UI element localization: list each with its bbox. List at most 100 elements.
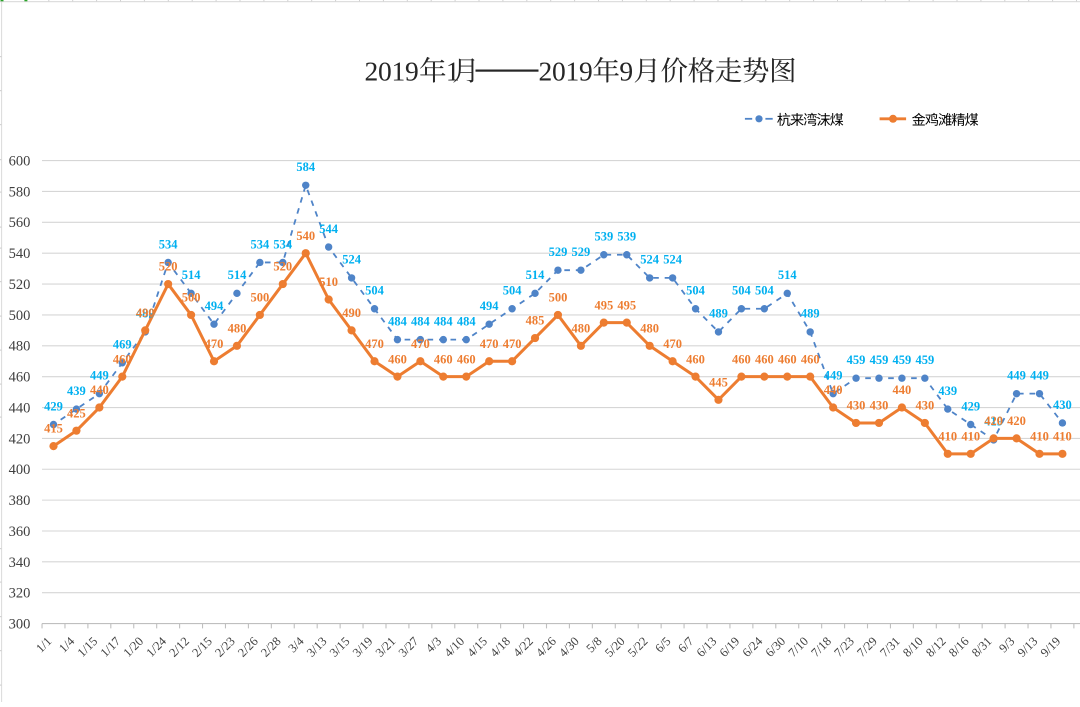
svg-text:430: 430 — [1053, 398, 1072, 412]
svg-text:480: 480 — [572, 321, 591, 335]
svg-text:500: 500 — [549, 291, 568, 305]
svg-text:459: 459 — [893, 353, 912, 367]
svg-text:460: 460 — [9, 370, 31, 386]
svg-text:484: 484 — [388, 314, 408, 328]
svg-text:460: 460 — [755, 352, 774, 366]
svg-text:449: 449 — [90, 368, 109, 382]
svg-text:419: 419 — [984, 415, 1003, 429]
svg-text:524: 524 — [342, 253, 362, 267]
svg-text:400: 400 — [9, 462, 31, 478]
svg-text:439: 439 — [67, 384, 86, 398]
svg-text:600: 600 — [9, 154, 31, 170]
svg-text:459: 459 — [870, 353, 889, 367]
svg-text:470: 470 — [365, 337, 384, 351]
svg-text:440: 440 — [90, 383, 109, 397]
svg-text:534: 534 — [159, 237, 179, 251]
svg-text:459: 459 — [915, 353, 934, 367]
svg-text:514: 514 — [182, 268, 202, 282]
svg-text:320: 320 — [9, 586, 31, 602]
svg-text:480: 480 — [640, 321, 659, 335]
svg-text:460: 460 — [778, 352, 797, 366]
svg-text:2019: 2019 — [539, 55, 593, 86]
svg-text:300: 300 — [9, 616, 31, 632]
svg-text:460: 460 — [388, 352, 407, 366]
svg-text:460: 460 — [801, 352, 820, 366]
svg-text:420: 420 — [1007, 414, 1026, 428]
svg-text:520: 520 — [159, 260, 178, 274]
svg-text:360: 360 — [9, 524, 31, 540]
svg-text:490: 490 — [342, 306, 361, 320]
svg-text:539: 539 — [594, 230, 613, 244]
svg-text:489: 489 — [709, 307, 728, 321]
svg-text:489: 489 — [136, 307, 155, 321]
svg-text:445: 445 — [709, 375, 728, 389]
svg-text:584: 584 — [296, 160, 316, 174]
svg-text:460: 460 — [113, 352, 132, 366]
svg-text:534: 534 — [273, 237, 293, 251]
svg-text:485: 485 — [526, 314, 545, 328]
svg-text:484: 484 — [434, 314, 454, 328]
svg-text:470: 470 — [411, 337, 430, 351]
svg-text:380: 380 — [9, 493, 31, 509]
svg-text:430: 430 — [847, 399, 866, 413]
svg-text:514: 514 — [778, 268, 798, 282]
svg-text:514: 514 — [526, 268, 546, 282]
svg-text:440: 440 — [9, 400, 31, 416]
svg-text:504: 504 — [365, 284, 385, 298]
svg-text:495: 495 — [594, 298, 613, 312]
svg-text:410: 410 — [938, 429, 957, 443]
svg-text:470: 470 — [663, 337, 682, 351]
svg-text:500: 500 — [182, 291, 201, 305]
svg-text:470: 470 — [480, 337, 499, 351]
svg-text:494: 494 — [480, 299, 500, 313]
svg-text:540: 540 — [9, 246, 31, 262]
svg-text:410: 410 — [1053, 429, 1072, 443]
svg-text:9: 9 — [619, 55, 633, 86]
svg-text:429: 429 — [961, 399, 980, 413]
svg-text:540: 540 — [296, 229, 315, 243]
svg-text:500: 500 — [250, 291, 269, 305]
svg-text:544: 544 — [319, 222, 339, 236]
svg-text:484: 484 — [411, 314, 431, 328]
svg-text:534: 534 — [250, 237, 270, 251]
svg-text:440: 440 — [893, 383, 912, 397]
svg-text:410: 410 — [961, 429, 980, 443]
svg-text:460: 460 — [457, 352, 476, 366]
svg-text:500: 500 — [9, 308, 31, 324]
svg-text:459: 459 — [847, 353, 866, 367]
svg-text:524: 524 — [663, 253, 683, 267]
svg-text:514: 514 — [228, 268, 248, 282]
svg-text:489: 489 — [801, 307, 820, 321]
svg-text:504: 504 — [686, 284, 706, 298]
svg-text:470: 470 — [503, 337, 522, 351]
svg-text:470: 470 — [205, 337, 224, 351]
svg-text:580: 580 — [9, 184, 31, 200]
svg-text:539: 539 — [617, 230, 636, 244]
svg-text:504: 504 — [755, 284, 775, 298]
svg-text:449: 449 — [1007, 368, 1026, 382]
svg-text:460: 460 — [732, 352, 751, 366]
svg-text:560: 560 — [9, 215, 31, 231]
svg-text:430: 430 — [915, 399, 934, 413]
svg-text:460: 460 — [686, 352, 705, 366]
svg-text:504: 504 — [732, 284, 752, 298]
svg-text:520: 520 — [9, 277, 31, 293]
svg-text:440: 440 — [824, 383, 843, 397]
svg-text:480: 480 — [9, 339, 31, 355]
svg-text:439: 439 — [938, 384, 957, 398]
svg-text:425: 425 — [67, 406, 86, 420]
svg-text:529: 529 — [572, 245, 591, 259]
svg-text:495: 495 — [617, 298, 636, 312]
svg-text:340: 340 — [9, 555, 31, 571]
svg-text:420: 420 — [984, 414, 1003, 428]
svg-text:469: 469 — [113, 338, 132, 352]
svg-text:449: 449 — [824, 368, 843, 382]
svg-text:484: 484 — [457, 314, 477, 328]
svg-text:430: 430 — [870, 399, 889, 413]
svg-text:524: 524 — [640, 253, 660, 267]
svg-text:510: 510 — [319, 275, 338, 289]
svg-text:1: 1 — [446, 55, 460, 86]
svg-text:490: 490 — [136, 306, 155, 320]
svg-text:460: 460 — [434, 352, 453, 366]
svg-text:2019: 2019 — [365, 55, 419, 86]
